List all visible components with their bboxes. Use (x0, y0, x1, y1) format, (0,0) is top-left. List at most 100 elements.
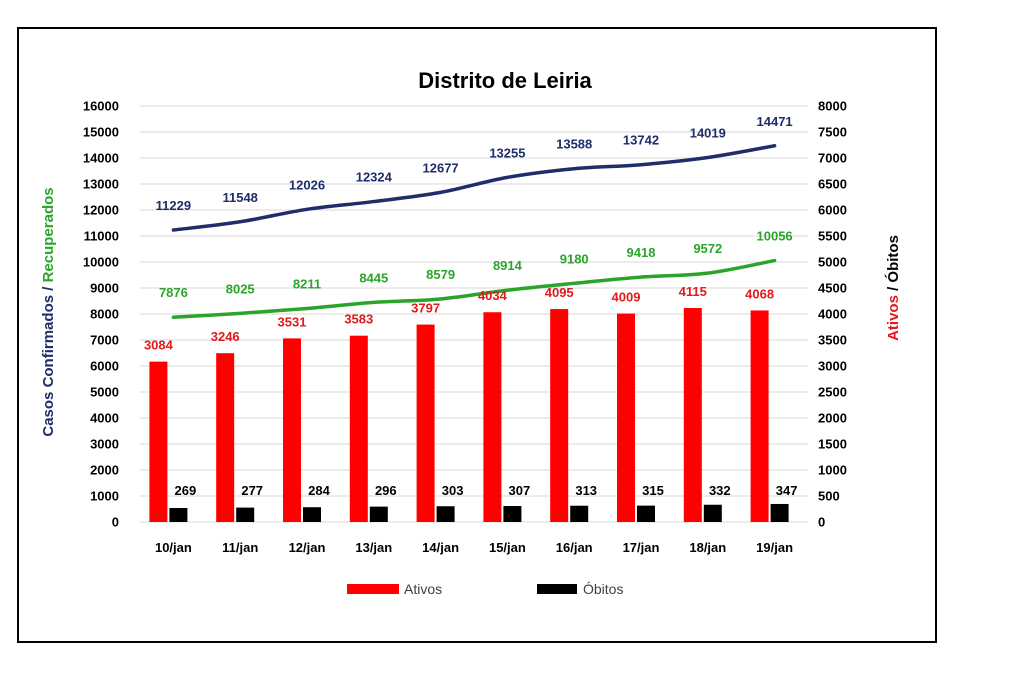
y-axis-right-title-part1: Ativos (885, 295, 902, 341)
y-tick-label-right: 4000 (818, 307, 847, 322)
data-label-ativos: 3531 (278, 314, 307, 329)
y-axis-left-title-part1: Casos Confirmados / (40, 282, 57, 436)
x-axis-categories: 10/jan 11/jan 12/jan 13/jan 14/jan 15/jan 16/j… (155, 540, 793, 555)
data-label-green: 10056 (757, 229, 793, 244)
legend-swatch-ativos (347, 584, 399, 594)
y-tick-label-right: 5500 (818, 229, 847, 244)
y-tick-label-left: 5000 (90, 385, 119, 400)
y-axis-left-title: Casos Confirmados / Recuperados (40, 187, 57, 436)
y-axis-left: 0 1000 2000 3000 4000 5000 6000 7000 8000 9000 100… (83, 99, 119, 530)
y-tick-label-left: 8000 (90, 307, 119, 322)
data-label-green: 9418 (627, 245, 656, 260)
x-tick-label: 11/jan (222, 540, 258, 555)
data-label-blue: 14019 (690, 126, 726, 141)
data-label-obitos: 332 (709, 483, 731, 498)
data-label-obitos: 296 (375, 483, 397, 498)
data-label-obitos: 315 (642, 483, 664, 498)
data-label-obitos: 303 (442, 483, 464, 498)
bar-ativos (750, 310, 769, 522)
y-tick-label-left: 10000 (83, 255, 119, 270)
data-label-ativos: 3797 (411, 301, 440, 316)
y-tick-label-right: 2000 (818, 411, 847, 426)
x-tick-label: 10/jan (155, 540, 192, 555)
y-tick-label-right: 7500 (818, 125, 847, 140)
y-tick-label-left: 13000 (83, 177, 119, 192)
data-label-green: 8211 (293, 277, 321, 292)
y-tick-label-right: 6500 (818, 177, 847, 192)
bar-obitos (770, 503, 789, 522)
data-label-blue: 12324 (356, 170, 393, 185)
x-tick-label: 16/jan (556, 540, 593, 555)
y-tick-label-right: 1500 (818, 437, 847, 452)
data-label-ativos: 4009 (612, 290, 641, 305)
y-tick-label-left: 15000 (83, 125, 119, 140)
legend: Ativos Óbitos (347, 581, 623, 597)
bar-obitos (236, 507, 255, 522)
y-tick-label-right: 3000 (818, 359, 847, 374)
y-tick-label-right: 3500 (818, 333, 847, 348)
y-tick-label-left: 1000 (90, 489, 119, 504)
x-tick-label: 12/jan (289, 540, 326, 555)
x-tick-label: 14/jan (422, 540, 459, 555)
y-tick-label-left: 14000 (83, 151, 119, 166)
legend-label-ativos: Ativos (404, 581, 442, 597)
y-tick-label-left: 4000 (90, 411, 119, 426)
y-tick-label-left: 11000 (84, 229, 119, 244)
bar-ativos (483, 312, 502, 522)
bar-ativos (283, 338, 301, 522)
data-label-ativos: 3583 (344, 312, 373, 327)
bar-ativos (416, 324, 435, 522)
data-label-blue: 13588 (556, 137, 592, 152)
data-label-ativos: 4115 (679, 284, 707, 299)
y-tick-label-left: 7000 (90, 333, 119, 348)
data-label-green: 7876 (159, 285, 188, 300)
bar-ativos (617, 313, 635, 522)
x-tick-label: 17/jan (623, 540, 660, 555)
y-tick-label-right: 7000 (818, 151, 847, 166)
bar-obitos (169, 508, 188, 522)
data-label-ativos: 3084 (144, 338, 174, 353)
chart-frame (17, 27, 937, 643)
lines (171, 144, 777, 319)
y-tick-label-right: 1000 (818, 463, 847, 478)
data-label-ativos: 4095 (545, 285, 574, 300)
data-label-obitos: 284 (308, 483, 330, 498)
bars (149, 308, 789, 522)
data-label-blue: 12677 (423, 160, 459, 175)
y-axis-left-title-part2: Recuperados (40, 187, 57, 282)
data-label-blue: 13255 (489, 145, 525, 160)
y-tick-label-left: 12000 (83, 203, 119, 218)
y-tick-label-right: 500 (818, 489, 840, 504)
bar-obitos (303, 507, 321, 522)
y-tick-label-left: 3000 (90, 437, 119, 452)
data-label-green: 9572 (693, 241, 722, 256)
y-tick-label-right: 6000 (818, 203, 847, 218)
y-tick-label-left: 6000 (90, 359, 119, 374)
chart-title: Distrito de Leiria (418, 68, 592, 93)
y-tick-label-right: 2500 (818, 385, 847, 400)
y-tick-label-right: 5000 (818, 255, 847, 270)
y-tick-label-left: 16000 (83, 99, 119, 114)
y-axis-right-title-part2: / Óbitos (884, 235, 902, 295)
bar-ativos (149, 361, 168, 522)
y-axis-right-title: Ativos / Óbitos (884, 235, 902, 341)
data-label-green: 9180 (560, 251, 589, 266)
data-label-blue: 13742 (623, 133, 659, 148)
x-tick-label: 19/jan (756, 540, 793, 555)
line-series-blue (171, 144, 777, 232)
x-tick-label: 15/jan (489, 540, 526, 555)
data-label-obitos: 269 (175, 483, 197, 498)
bar-ativos (349, 335, 368, 522)
y-tick-label-left: 9000 (90, 281, 119, 296)
legend-label-obitos: Óbitos (583, 581, 623, 597)
data-label-ativos: 3246 (211, 329, 240, 344)
bar-ativos (683, 308, 702, 522)
bar-obitos (503, 506, 522, 522)
bar-obitos (436, 506, 455, 522)
data-label-green: 8579 (426, 267, 455, 282)
data-label-green: 8445 (359, 270, 388, 285)
data-label-ativos: 4034 (478, 288, 508, 303)
bar-obitos (570, 505, 589, 522)
legend-swatch-obitos (537, 584, 577, 594)
data-label-obitos: 307 (509, 483, 531, 498)
